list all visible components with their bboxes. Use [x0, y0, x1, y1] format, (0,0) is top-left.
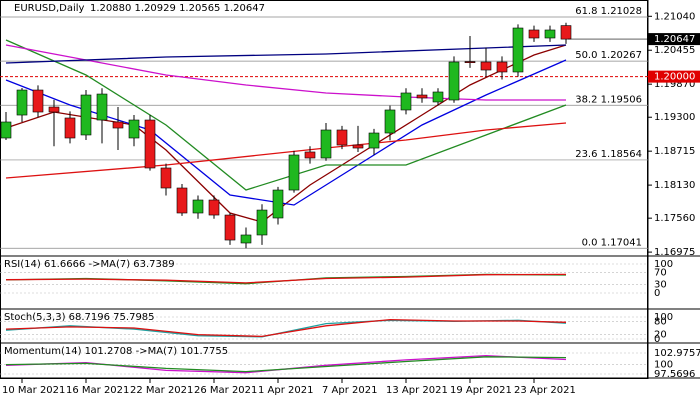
candle-body: [480, 61, 492, 71]
candle-body: [496, 61, 508, 73]
candle-body: [448, 61, 460, 101]
fib-label: 23.6 1.18564: [575, 149, 642, 160]
candle-body: [352, 144, 364, 149]
indicator-line: [5, 122, 567, 179]
x-tick-label: 23 Apr 2021: [514, 385, 576, 396]
x-tick-label: 7 Apr 2021: [322, 385, 377, 396]
support-box: [648, 70, 700, 83]
candle-body: [176, 187, 188, 214]
panel-title: RSI(14) 61.6666 ->MA(7) 63.7389: [4, 259, 175, 270]
candle-body: [288, 154, 300, 191]
indicator-line: [5, 44, 567, 64]
candle-body: [384, 109, 396, 134]
indicator-line: [5, 318, 567, 338]
x-tick-label: 19 Apr 2021: [450, 385, 512, 396]
candle-body: [400, 92, 412, 111]
current-label: 1.20647: [654, 34, 695, 45]
y-tick-label: 1.18130: [654, 180, 695, 191]
x-tick-label: 16 Mar 2021: [66, 385, 129, 396]
x-tick-label: 26 Mar 2021: [194, 385, 257, 396]
candle-body: [240, 234, 252, 244]
candle-body: [272, 189, 284, 219]
candle-body: [64, 117, 76, 139]
candle-body: [192, 199, 204, 214]
y-tick-label: 1.19300: [654, 112, 695, 123]
y-tick-label: 0: [654, 334, 660, 345]
y-tick-label: 100: [654, 360, 673, 371]
candle-body: [368, 132, 380, 149]
indicator-line: [5, 273, 567, 284]
y-tick-label: 102.9757: [654, 348, 700, 359]
indicator-line: [5, 39, 567, 191]
candle-body: [160, 167, 172, 189]
y-tick-label: 97.5696: [654, 369, 695, 380]
fib-label: 0.0 1.17041: [582, 237, 642, 248]
candle-body: [544, 29, 556, 39]
candle-body: [304, 151, 316, 159]
ohlc-text: 1.20880 1.20929 1.20565 1.20647: [90, 3, 265, 14]
x-tick-label: 1 Apr 2021: [258, 385, 313, 396]
candle-body: [528, 29, 540, 39]
candle-body: [512, 27, 524, 73]
candle-body: [48, 106, 60, 113]
panel-title: Stoch(5,3,3) 68.7196 75.7985: [4, 312, 155, 323]
candle-body: [224, 214, 236, 241]
candle-body: [128, 119, 140, 139]
candle-body: [16, 89, 28, 116]
y-tick-label: 100: [654, 312, 673, 323]
x-tick-label: 10 Mar 2021: [2, 385, 65, 396]
candle-body: [320, 129, 332, 159]
candle-body: [256, 209, 268, 236]
y-tick-label: 0: [654, 288, 660, 299]
x-tick-label: 22 Mar 2021: [130, 385, 193, 396]
y-tick-label: 80: [654, 316, 667, 327]
candle-body: [80, 94, 92, 136]
support-label: 1.20000: [654, 72, 695, 83]
y-tick-label: 1.19870: [654, 79, 695, 90]
indicator-line: [5, 356, 567, 373]
y-tick-label: 30: [654, 279, 667, 290]
y-tick-label: 1.17560: [654, 213, 695, 224]
y-tick-label: 1.16975: [654, 247, 695, 258]
fib-label: 38.2 1.19506: [575, 94, 642, 105]
y-tick-label: 70: [654, 268, 667, 279]
indicator-line: [5, 44, 566, 101]
y-tick-label: 100: [654, 259, 673, 270]
chart-title: EURUSD,Daily: [14, 3, 85, 14]
y-tick-label: 1.20455: [654, 45, 695, 56]
candle-body: [0, 121, 12, 139]
candle-body: [112, 121, 124, 129]
candle-body: [208, 199, 220, 216]
candle-body: [32, 89, 44, 113]
indicator-line: [5, 59, 567, 206]
candle-body: [432, 91, 444, 103]
fib-label: 61.8 1.21028: [575, 6, 642, 17]
candle-body: [464, 61, 476, 64]
fib-label: 50.0 1.20267: [575, 50, 642, 61]
y-tick-label: 1.21040: [654, 11, 695, 22]
candle-body: [560, 25, 572, 40]
current-box: [648, 33, 700, 46]
panel-title: Momentum(14) 101.2708 ->MA(7) 101.7755: [4, 346, 228, 357]
candle-body: [336, 129, 348, 146]
candle-body: [144, 119, 156, 169]
candle-body: [416, 94, 428, 99]
candle-body: [96, 93, 108, 121]
y-tick-label: 20: [654, 330, 667, 341]
y-tick-label: 1.18715: [654, 146, 695, 157]
x-tick-label: 13 Apr 2021: [386, 385, 448, 396]
